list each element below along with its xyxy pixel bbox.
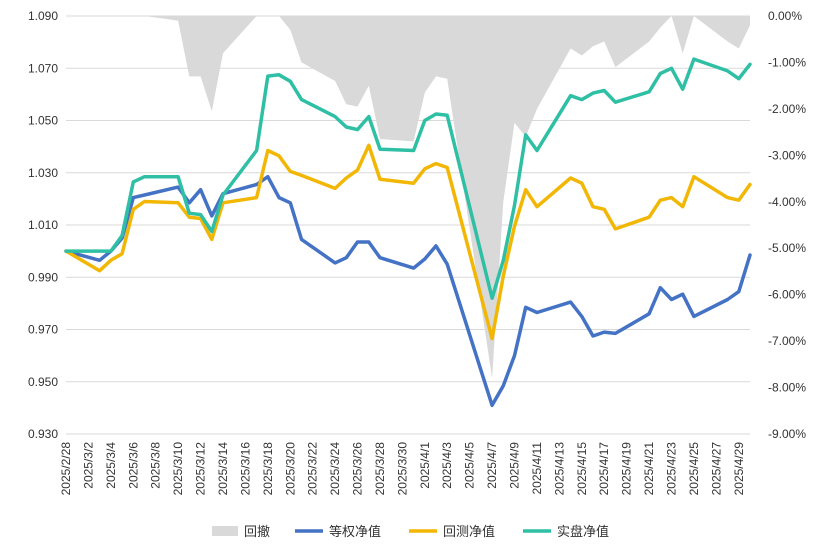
nav-lines-layer bbox=[64, 57, 752, 408]
y-right-tick-label: -3.00% bbox=[768, 148, 806, 162]
legend-label: 回测净值 bbox=[443, 524, 495, 539]
x-tick-label: 2025/3/8 bbox=[149, 442, 163, 489]
x-tick-label: 2025/3/28 bbox=[373, 442, 387, 496]
x-tick-label: 2025/4/23 bbox=[665, 442, 679, 496]
x-tick-label: 2025/3/26 bbox=[351, 442, 365, 496]
series-line-3 bbox=[64, 57, 752, 300]
x-tick-label: 2025/4/15 bbox=[575, 442, 589, 496]
x-axis: 2025/2/28 2025/3/2 2025/3/4 2025/3/6 2025/3/… bbox=[59, 433, 750, 496]
y-left-tick-label: 1.030 bbox=[28, 166, 58, 180]
y-left-tick-label: 1.070 bbox=[28, 61, 58, 75]
y-right-tick-label: 0.00% bbox=[768, 9, 802, 23]
y-left-tick-label: 1.050 bbox=[28, 114, 58, 128]
x-tick-label: 2025/3/14 bbox=[216, 442, 230, 496]
y-right-tick-label: -9.00% bbox=[768, 427, 806, 441]
legend-label: 实盘净值 bbox=[557, 524, 609, 539]
x-tick-label: 2025/3/6 bbox=[126, 442, 140, 489]
x-tick-label: 2025/3/18 bbox=[261, 442, 275, 496]
x-tick-label: 2025/4/17 bbox=[597, 442, 611, 496]
y-left-tick-label: 0.930 bbox=[28, 427, 58, 441]
legend-swatch-area bbox=[212, 526, 238, 536]
x-tick-label: 2025/4/21 bbox=[642, 442, 656, 496]
y-right-tick-label: -4.00% bbox=[768, 195, 806, 209]
x-tick-label: 2025/2/28 bbox=[59, 442, 73, 496]
x-tick-label: 2025/4/7 bbox=[485, 442, 499, 489]
x-tick-label: 2025/3/22 bbox=[306, 442, 320, 496]
legend-label: 回撤 bbox=[244, 524, 270, 539]
y-left-tick-label: 0.970 bbox=[28, 323, 58, 337]
series-line-1 bbox=[64, 174, 752, 408]
y-right-tick-label: -8.00% bbox=[768, 381, 806, 395]
y-left-tick-label: 0.950 bbox=[28, 375, 58, 389]
legend: 回撤 等权净值 回测净值 实盘净值 bbox=[212, 524, 609, 539]
x-tick-label: 2025/3/2 bbox=[81, 442, 95, 489]
x-tick-label: 2025/4/29 bbox=[732, 442, 746, 496]
x-tick-label: 2025/3/4 bbox=[104, 442, 118, 489]
x-tick-label: 2025/4/27 bbox=[709, 442, 723, 496]
y-left-tick-label: 1.090 bbox=[28, 9, 58, 23]
x-tick-label: 2025/3/30 bbox=[395, 442, 409, 496]
x-tick-label: 2025/4/13 bbox=[552, 442, 566, 496]
x-tick-label: 2025/3/16 bbox=[238, 442, 252, 496]
x-tick-label: 2025/4/1 bbox=[418, 442, 432, 489]
y-left-tick-label: 1.010 bbox=[28, 218, 58, 232]
x-tick-label: 2025/4/3 bbox=[440, 442, 454, 489]
y-right-tick-label: -7.00% bbox=[768, 334, 806, 348]
x-tick-label: 2025/4/9 bbox=[508, 442, 522, 489]
x-tick-label: 2025/4/19 bbox=[620, 442, 634, 496]
left-y-axis: 0.930 0.950 0.970 0.990 1.010 1.030 1.050 1.070… bbox=[28, 9, 58, 441]
x-tick-label: 2025/4/5 bbox=[463, 442, 477, 489]
right-y-axis: -9.00% -8.00% -7.00% -6.00% -5.00% -4.00% -3.0… bbox=[768, 9, 806, 441]
y-right-tick-label: -6.00% bbox=[768, 288, 806, 302]
x-tick-label: 2025/3/12 bbox=[194, 442, 208, 496]
legend-label: 等权净值 bbox=[329, 524, 381, 539]
y-right-tick-label: -2.00% bbox=[768, 102, 806, 116]
y-left-tick-label: 0.990 bbox=[28, 270, 58, 284]
x-tick-label: 2025/4/25 bbox=[687, 442, 701, 496]
series-area-drawdown bbox=[66, 16, 750, 379]
x-tick-label: 2025/3/10 bbox=[171, 442, 185, 496]
x-tick-label: 2025/3/20 bbox=[283, 442, 297, 496]
x-tick-label: 2025/4/11 bbox=[530, 442, 544, 495]
drawdown-area-layer bbox=[66, 16, 750, 379]
series-line-2 bbox=[64, 143, 752, 341]
y-right-tick-label: -1.00% bbox=[768, 55, 806, 69]
x-tick-label: 2025/3/24 bbox=[328, 442, 342, 496]
y-right-tick-label: -5.00% bbox=[768, 241, 806, 255]
